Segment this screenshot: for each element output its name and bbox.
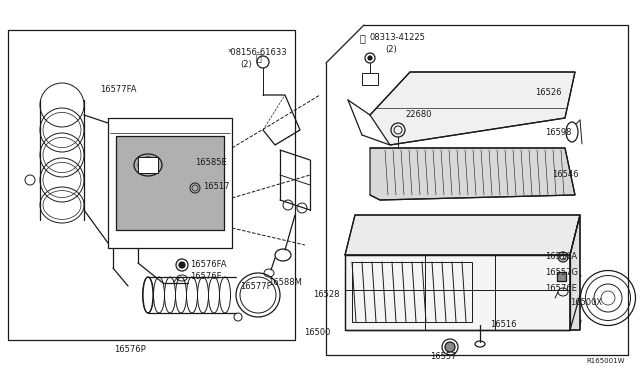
Text: 16546: 16546 <box>552 170 579 179</box>
Bar <box>557 272 566 281</box>
Text: 16526: 16526 <box>535 88 561 97</box>
Bar <box>138 157 158 173</box>
Bar <box>557 272 566 281</box>
Text: 16585E: 16585E <box>195 158 227 167</box>
Bar <box>345 255 570 330</box>
Bar <box>116 136 224 230</box>
Circle shape <box>368 56 372 60</box>
Circle shape <box>179 262 185 268</box>
Polygon shape <box>570 215 580 330</box>
Text: 16500X: 16500X <box>570 298 602 307</box>
Text: 08313-41225: 08313-41225 <box>370 33 426 42</box>
Text: 16517: 16517 <box>203 182 230 191</box>
Text: 22680: 22680 <box>405 110 431 119</box>
Text: Ⓢ: Ⓢ <box>360 33 366 43</box>
Text: (2): (2) <box>385 45 397 54</box>
Bar <box>362 73 378 85</box>
Text: 16588M: 16588M <box>268 278 302 287</box>
Text: 16516: 16516 <box>490 320 516 329</box>
Text: 16577FA: 16577FA <box>100 85 136 94</box>
Circle shape <box>445 342 455 352</box>
Polygon shape <box>370 72 575 145</box>
Text: 16528: 16528 <box>314 290 340 299</box>
Text: 16576FA: 16576FA <box>190 260 227 269</box>
Polygon shape <box>370 148 575 200</box>
Bar <box>345 255 570 330</box>
Text: 16557: 16557 <box>430 352 456 361</box>
Text: R165001W: R165001W <box>586 358 625 364</box>
Text: 16557G: 16557G <box>545 268 578 277</box>
Polygon shape <box>345 215 580 255</box>
Text: (2): (2) <box>240 60 252 69</box>
Text: 16576E: 16576E <box>545 284 577 293</box>
Bar <box>116 136 224 230</box>
Text: 16576F: 16576F <box>190 272 221 281</box>
Text: 16500: 16500 <box>303 328 330 337</box>
Text: Ⓑ: Ⓑ <box>256 52 262 62</box>
Bar <box>352 262 472 322</box>
Text: ³08156-61633: ³08156-61633 <box>228 48 287 57</box>
Text: 16577F: 16577F <box>240 282 271 291</box>
Text: 16576P: 16576P <box>114 345 146 354</box>
Text: 16510A: 16510A <box>545 252 577 261</box>
Text: 16598: 16598 <box>545 128 572 137</box>
